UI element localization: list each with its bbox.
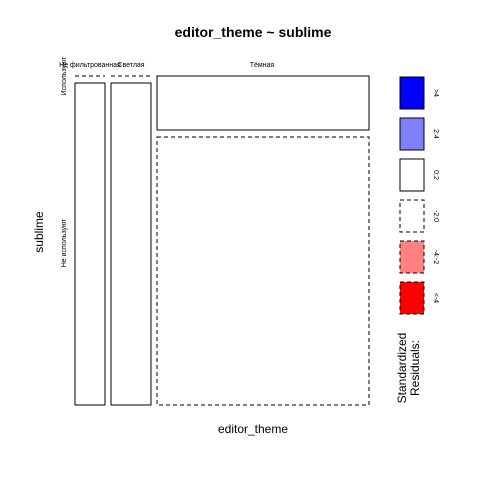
legend-title-line1: Standardized xyxy=(395,333,409,404)
column-label-light: Светлая xyxy=(117,62,144,69)
legend-label-minus4tominus2: -4:-2 xyxy=(432,250,439,265)
row-label-not-uses: Не используют xyxy=(61,218,68,267)
legend-label-gt4: >4 xyxy=(432,89,439,97)
legend-swatch-gt4 xyxy=(399,76,425,110)
legend-label-0to2: 0:2 xyxy=(432,170,439,180)
column-label-unfiltered: Не фильтрованная xyxy=(59,62,121,69)
column-label-dark: Тёмная xyxy=(250,62,275,69)
legend-swatch-ltminus4 xyxy=(399,281,425,315)
legend-title-line2: Residuals: xyxy=(408,340,422,396)
tile-light-not-uses xyxy=(110,82,152,406)
y-axis-title: sublime xyxy=(32,211,46,253)
row-label-uses: Используют xyxy=(61,56,68,96)
tile-dark-not-uses xyxy=(156,136,370,406)
legend-swatch-0to2 xyxy=(399,158,425,192)
mosaic-tiles xyxy=(74,75,370,406)
tile-dark-uses xyxy=(156,75,370,131)
tile-unfiltered-not-uses xyxy=(74,82,106,406)
legend-label-2to4: 2:4 xyxy=(432,129,439,139)
legend-label-ltminus4: <-4 xyxy=(432,293,439,303)
chart-title: editor_theme ~ sublime xyxy=(175,24,332,40)
x-axis-title: editor_theme xyxy=(218,422,288,436)
legend-swatch-2to4 xyxy=(399,117,425,151)
legend-label-minus2to0: -2:0 xyxy=(432,210,439,222)
legend-swatch-minus4tominus2 xyxy=(399,240,425,274)
legend-swatch-minus2to0 xyxy=(399,199,425,233)
legend: >4 2:4 0:2 -2:0 -4:-2 <-4 Standardized R… xyxy=(395,76,439,404)
